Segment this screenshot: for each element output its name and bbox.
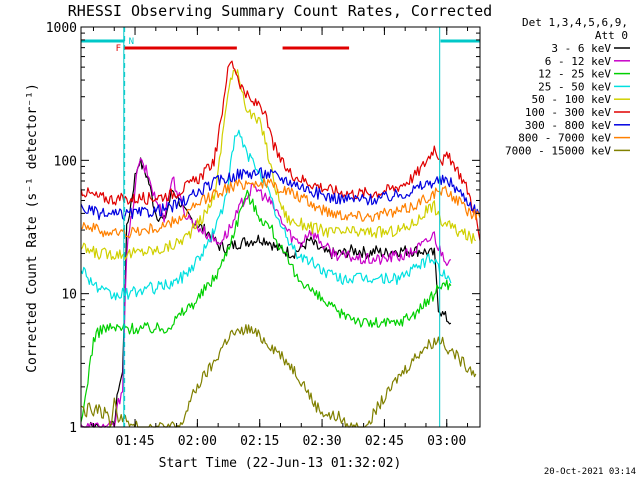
legend-entry-label: 7000 - 15000 keV (505, 144, 611, 157)
legend-entry-label: 12 - 25 keV (538, 68, 611, 81)
series-line (80, 324, 477, 428)
legend-entry-label: 25 - 50 keV (538, 80, 611, 93)
x-tick-label: 01:45 (115, 434, 154, 449)
legend-header: Det 1,3,4,5,6,9, (522, 16, 628, 29)
series-line (80, 158, 452, 428)
x-tick-label: 02:45 (365, 434, 404, 449)
y-tick-label: 1 (69, 421, 77, 436)
x-tick-label: 02:30 (302, 434, 341, 449)
legend-entry-label: 50 - 100 keV (532, 93, 612, 106)
x-tick-label: 03:00 (427, 434, 466, 449)
legend-entry-label: 100 - 300 keV (525, 106, 611, 119)
series-line (80, 69, 477, 260)
y-tick-label: 100 (54, 154, 77, 169)
legend-entry-label: 300 - 800 keV (525, 119, 611, 132)
y-tick-label: 1000 (46, 21, 77, 36)
legend-entry-label: 6 - 12 keV (545, 55, 612, 68)
flag-label: F (116, 44, 121, 54)
series-line (80, 60, 481, 241)
series-line (80, 189, 452, 422)
legend-entry-label: 3 - 6 keV (551, 42, 611, 55)
x-tick-label: 02:00 (178, 434, 217, 449)
flag-label: N (129, 37, 134, 47)
y-axis-label: Corrected Count Rate (s⁻¹ detector⁻¹) (25, 83, 40, 373)
series-line (80, 167, 481, 221)
series-line (80, 177, 481, 239)
y-tick-label: 10 (61, 288, 77, 303)
x-axis-label: Start Time (22-Jun-13 01:32:02) (159, 456, 402, 471)
axes-layer: 1 10 100 1000 01:45 02:00 02:15 02:30 02:45 03:00 (46, 21, 481, 449)
x-tick-label: 02:15 (240, 434, 279, 449)
legend-header: Att 0 (595, 29, 628, 42)
chart-title: RHESSI Observing Summary Count Rates, Co… (68, 2, 492, 20)
series-line (80, 129, 452, 301)
series-layer (80, 60, 481, 428)
legend-entry-label: 800 - 7000 keV (518, 132, 611, 145)
timestamp: 20-Oct-2021 03:14 (544, 467, 636, 477)
